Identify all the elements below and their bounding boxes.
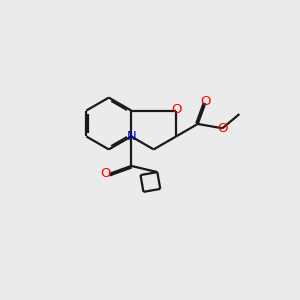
- Text: O: O: [100, 167, 111, 181]
- Text: N: N: [126, 130, 136, 143]
- Text: O: O: [200, 95, 211, 108]
- Text: O: O: [171, 103, 182, 116]
- Text: O: O: [217, 122, 228, 135]
